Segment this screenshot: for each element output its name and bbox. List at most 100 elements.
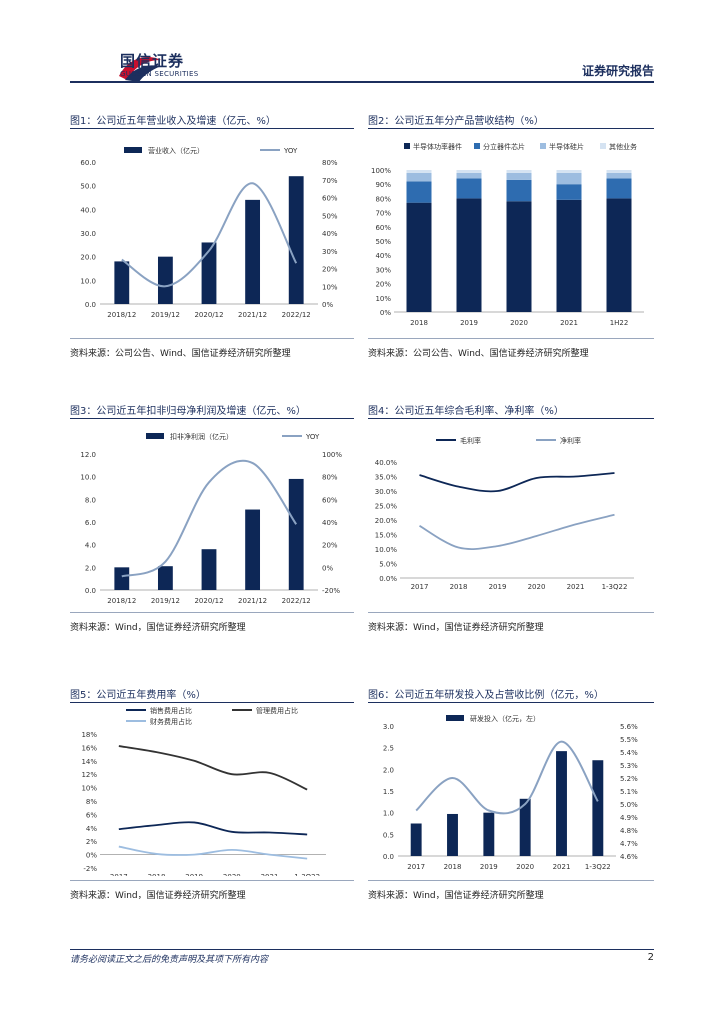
c4-y-tick-label: 14% xyxy=(81,758,97,766)
c0-left-tick-label: 50.0 xyxy=(80,183,96,191)
c0-left-tick-label: 60.0 xyxy=(80,159,96,167)
c1-bar-segment xyxy=(606,178,632,199)
c5-left-tick-label: 0.5 xyxy=(383,831,394,839)
c1-bar-segment xyxy=(606,198,632,312)
c3-y-tick-label: 25.0% xyxy=(375,503,398,511)
c1-y-tick-label: 50% xyxy=(375,238,391,246)
c1-legend-swatch xyxy=(600,143,606,149)
c1-bar-segment xyxy=(506,172,532,180)
c4-y-tick-label: 18% xyxy=(81,731,97,739)
c3-y-tick-label: 0.0% xyxy=(379,575,397,583)
c4-x-tick-label: 2020 xyxy=(223,873,241,876)
c4-y-tick-label: 0% xyxy=(86,852,97,860)
figure-4-source: 资料来源：Wind，国信证券经济研究所整理 xyxy=(368,623,544,633)
c1-bar-segment xyxy=(556,199,582,312)
c0-left-tick-label: 40.0 xyxy=(80,206,96,214)
c5-left-tick-label: 2.5 xyxy=(383,745,394,753)
c3-legend-label: 净利率 xyxy=(560,436,581,445)
figure-4-title: 图4：公司近五年综合毛利率、净利率（%） xyxy=(368,406,564,417)
c5-right-tick-label: 4.6% xyxy=(620,853,638,861)
c2-bar xyxy=(157,566,173,590)
c1-bar-segment xyxy=(606,170,632,173)
c1-bar-segment xyxy=(456,172,482,179)
c5-bar xyxy=(592,760,604,856)
c1-bar-segment xyxy=(506,201,532,312)
c5-right-tick-label: 5.1% xyxy=(620,788,638,796)
c1-x-tick-label: 1H22 xyxy=(610,319,629,327)
c2-right-tick-label: 20% xyxy=(322,542,338,550)
c0-legend-label: 营业收入（亿元） xyxy=(148,146,204,155)
c0-left-tick-label: 0.0 xyxy=(85,301,96,309)
figure-2-title: 图2：公司近五年分产品营收结构（%） xyxy=(368,116,544,127)
c1-bar-segment xyxy=(556,170,582,173)
c5-bar xyxy=(556,751,567,856)
c5-x-tick-label: 2021 xyxy=(553,863,571,871)
c2-bar xyxy=(288,478,304,590)
c2-x-tick-label: 2021/12 xyxy=(238,597,267,605)
c5-line-series xyxy=(415,740,599,815)
c2-left-tick-label: 0.0 xyxy=(85,587,96,595)
c0-line-series xyxy=(121,182,298,288)
c1-bar-segment xyxy=(406,170,432,173)
c2-left-tick-label: 2.0 xyxy=(85,564,96,572)
c1-legend-swatch xyxy=(540,143,546,149)
c0-right-tick-label: 60% xyxy=(322,195,338,203)
c4-line-series xyxy=(118,745,308,791)
c4-y-tick-label: 16% xyxy=(81,744,97,752)
figure-5-bottom-rule xyxy=(70,880,354,881)
c1-bar-segment xyxy=(606,172,632,179)
c1-y-tick-label: 100% xyxy=(371,167,391,175)
c1-x-tick-label: 2019 xyxy=(460,319,478,327)
c0-right-tick-label: 80% xyxy=(322,159,338,167)
c5-x-tick-label: 2020 xyxy=(516,863,534,871)
c0-x-tick-label: 2020/12 xyxy=(194,311,223,319)
c5-right-tick-label: 5.6% xyxy=(620,723,638,731)
figure-2-chart: 半导体功率器件 分立器件芯片 半导体硅片 其他业务 100% 90% 80% 70% 60% 50… xyxy=(371,142,644,327)
figure-4-bottom-rule xyxy=(368,612,654,613)
c2-right-tick-label: 40% xyxy=(322,519,338,527)
c2-right-tick-label: 0% xyxy=(322,564,333,572)
guosen-logo-icon xyxy=(119,57,161,82)
report-type: 证券研究报告 xyxy=(581,64,654,78)
c5-x-tick-label: 2019 xyxy=(480,863,498,871)
c3-y-tick-label: 5.0% xyxy=(379,561,397,569)
c5-bar xyxy=(483,812,495,856)
c2-right-tick-label: 80% xyxy=(322,474,338,482)
figure-3-chart: 扣非净利润（亿元） YOY 12.0 10.0 8.0 6.0 4.0 2.0 0.0 100% 8… xyxy=(80,432,342,605)
c4-legend-label: 财务费用占比 xyxy=(150,717,192,726)
c5-left-tick-label: 2.0 xyxy=(383,766,394,774)
figure-3-bottom-rule xyxy=(70,612,354,613)
c0-x-tick-label: 2018/12 xyxy=(107,311,136,319)
c4-line-series xyxy=(118,845,308,860)
c2-bar xyxy=(201,549,217,590)
c1-legend-label: 半导体硅片 xyxy=(549,142,584,151)
figure-2-rule xyxy=(368,128,654,129)
c2-legend-label: 扣非净利润（亿元） xyxy=(170,432,233,441)
figure-1-bottom-rule xyxy=(70,338,354,339)
figure-4-rule xyxy=(368,418,654,419)
c1-y-tick-label: 0% xyxy=(380,309,391,317)
figure-3-title: 图3：公司近五年扣非归母净利润及增速（亿元、%） xyxy=(70,406,306,417)
c5-bar xyxy=(519,798,531,856)
c3-y-tick-label: 15.0% xyxy=(375,532,398,540)
c0-bar xyxy=(245,199,261,304)
c0-right-tick-label: 10% xyxy=(322,283,338,291)
c5-x-tick-label: 1-3Q22 xyxy=(585,863,611,871)
c5-x-tick-label: 2017 xyxy=(407,863,425,871)
c0-legend-label: YOY xyxy=(283,147,298,155)
figure-1-chart: 营业收入（亿元） YOY 60.0 50.0 40.0 30.0 20.0 10.0 0.0 80… xyxy=(80,146,338,319)
c1-bar-segment xyxy=(456,198,482,312)
c0-bar xyxy=(157,256,173,304)
c1-bar-segment xyxy=(406,172,432,182)
c2-right-tick-label: 60% xyxy=(322,496,338,504)
c5-legend-swatch xyxy=(446,715,464,721)
figure-1-title: 图1：公司近五年营业收入及增速（亿元、%） xyxy=(70,116,276,127)
c0-x-tick-label: 2019/12 xyxy=(151,311,180,319)
c4-legend-label: 管理费用占比 xyxy=(256,706,298,715)
c3-line-series xyxy=(419,513,615,550)
logo-en-text: GUOSEN SECURITIES xyxy=(120,70,199,78)
c2-right-tick-label: 100% xyxy=(322,451,342,459)
c2-legend-swatch xyxy=(146,433,164,439)
footer-rule xyxy=(70,949,654,950)
c3-y-tick-label: 40.0% xyxy=(375,459,398,467)
